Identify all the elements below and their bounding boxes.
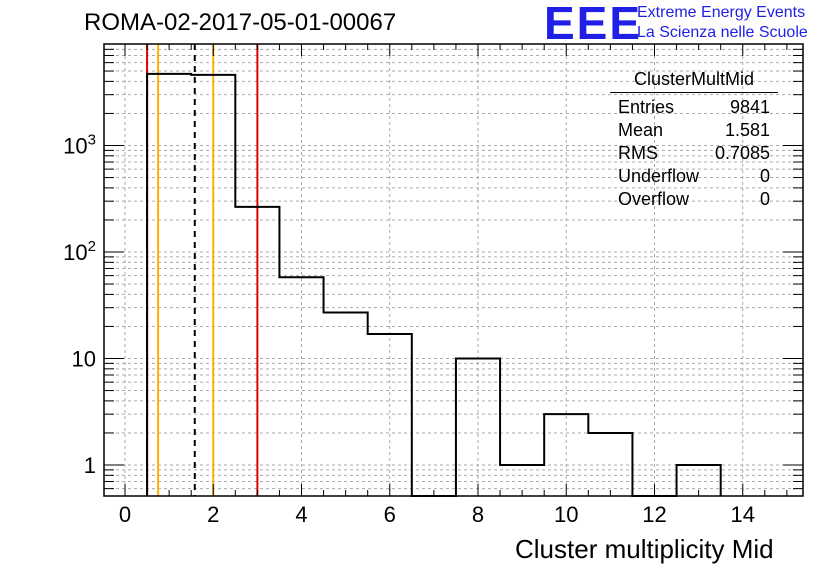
histogram-bin [368,334,412,496]
histogram-bin [456,359,500,497]
y-tick-label: 102 [63,238,96,265]
plot-frame [103,43,804,497]
stats-label: Underflow [618,166,700,186]
histogram-bin [279,277,323,496]
stats-title: ClusterMultMid [610,69,778,93]
grid-lines [104,44,803,496]
stats-value: 0 [759,189,770,209]
histogram-bin [324,313,368,496]
run-title: ROMA-02-2017-05-01-00067 [84,9,397,36]
stats-row-underflow: Underflow 0 [610,165,778,188]
stats-value: 9841 [729,97,770,117]
x-tick-label: 12 [642,502,666,527]
x-tick-label: 10 [554,502,578,527]
x-tick-label: 14 [731,502,755,527]
logo-line-1: Extreme Energy Events [637,4,806,21]
tick-labels: 0 2 4 6 8 10 12 14 1 10 102 103 [63,132,755,528]
stats-label: Overflow [618,189,690,209]
stats-label: Mean [618,120,664,140]
histogram-bin [147,74,191,496]
stats-value: 1.581 [724,120,770,140]
stats-value: 0.7085 [714,143,770,163]
y-tick-label: 10 [72,347,96,372]
x-tick-label: 6 [384,502,396,527]
y-tick-label: 103 [63,132,96,159]
stats-row-overflow: Overflow 0 [610,188,778,211]
stats-box: ClusterMultMid Entries 9841 Mean 1.581 R… [610,69,778,211]
x-tick-label: 4 [295,502,307,527]
x-tick-label: 2 [207,502,219,527]
logo-mark: EEE [544,0,643,49]
stats-value: 0 [759,166,770,186]
y-tick-label: 1 [84,453,96,478]
x-tick-label: 8 [472,502,484,527]
histogram-bin [544,414,588,496]
x-axis-label: Cluster multiplicity Mid [515,534,774,564]
stats-row-entries: Entries 9841 [610,96,778,119]
axis-ticks [104,44,803,496]
histogram-bin [588,433,632,496]
stats-label: RMS [618,143,658,163]
stats-row-rms: RMS 0.7085 [610,142,778,165]
stats-label: Entries [618,97,675,117]
histogram-bin [191,75,235,496]
eee-logo: EEE Extreme Energy Events La Scienza nel… [544,0,834,49]
x-tick-label: 0 [119,502,131,527]
histogram-bin [235,207,279,496]
logo-line-2: La Scienza nelle Scuole [637,24,808,41]
stats-row-mean: Mean 1.581 [610,119,778,142]
